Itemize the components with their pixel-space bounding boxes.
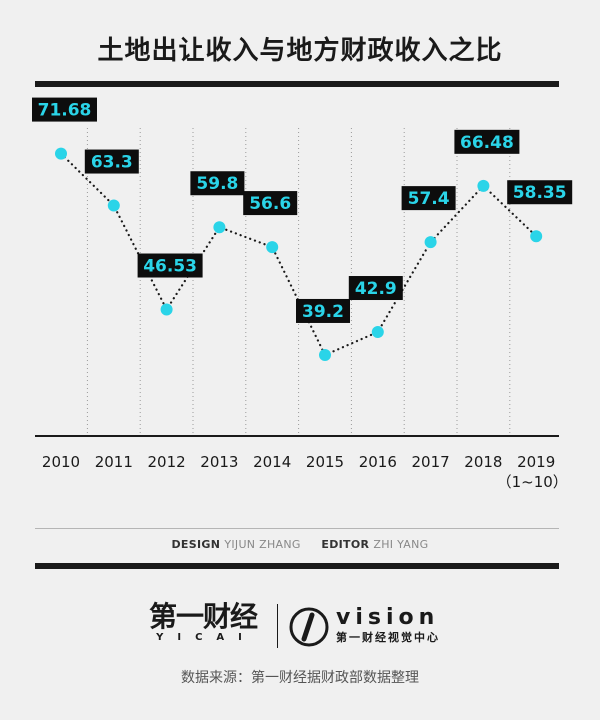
data-label: 66.48 [460, 133, 514, 153]
x-tick-label: 2016 [359, 453, 397, 471]
vision-logo-en: vision [336, 605, 440, 630]
data-label: 46.53 [143, 257, 197, 277]
x-tick-label: 2017 [412, 453, 450, 471]
data-label-box [401, 186, 456, 211]
data-point [213, 221, 226, 234]
vision-logo-cn: 第一财经视觉中心 [336, 631, 440, 644]
bottom-divider [35, 563, 559, 569]
x-tick-label: 2013 [200, 453, 238, 471]
data-label: 58.35 [513, 183, 567, 203]
data-point [371, 326, 384, 339]
data-point [530, 230, 543, 243]
data-point [424, 236, 437, 249]
data-label: 59.8 [196, 174, 238, 194]
design-label: DESIGN [171, 538, 221, 551]
yicai-logo-en: YICAI [156, 632, 256, 643]
data-point [160, 303, 173, 316]
x-tick-sublabel: （1~10） [497, 473, 568, 491]
x-tick-label: 2018 [464, 453, 502, 471]
data-label: 56.6 [249, 194, 291, 214]
data-source: 数据来源：第一财经据财政部数据整理 [181, 670, 419, 686]
x-tick-label: 2012 [148, 453, 186, 471]
data-point [319, 348, 331, 361]
data-point [477, 179, 490, 192]
x-tick-label: 2011 [95, 453, 133, 471]
data-point [266, 241, 279, 254]
data-label: 42.9 [355, 279, 397, 299]
data-label-box [190, 171, 245, 196]
x-tick-label: 2010 [42, 453, 80, 471]
editor-name: ZHI YANG [373, 538, 429, 551]
data-label-box [243, 191, 298, 216]
data-point [55, 147, 67, 160]
data-label-box [454, 129, 520, 154]
editor-label: EDITOR [321, 538, 370, 551]
design-name: YIJUN ZHANG [224, 538, 301, 551]
data-label-box [84, 149, 139, 174]
credits-divider [35, 528, 559, 529]
data-label-box [32, 97, 97, 122]
data-label-box [137, 253, 203, 278]
data-point [107, 199, 120, 212]
x-tick-label: 2015 [306, 453, 344, 471]
logo-divider [277, 604, 278, 648]
data-label-box [507, 180, 573, 205]
credits: DESIGN YIJUN ZHANG EDITOR ZHI YANG [0, 538, 600, 551]
data-label: 39.2 [302, 302, 344, 322]
data-label-box [348, 276, 403, 301]
data-label: 71.68 [38, 101, 92, 121]
vision-circle-icon [289, 607, 329, 647]
line-chart: 71.68 63.3 46.53 59.8 56.6 39.2 42.9 57.4 66.48 5… [32, 97, 573, 491]
x-tick-label: 2014 [253, 453, 291, 471]
yicai-logo-cn: 第一财经 [148, 600, 258, 633]
data-label: 63.3 [91, 153, 133, 173]
vision-logo: vision 第一财经视觉中心 [336, 606, 440, 646]
chart-title: 土地出让收入与地方财政收入之比 [97, 36, 503, 66]
yicai-logo: 第一财经 YICAI [138, 602, 268, 644]
data-label: 57.4 [408, 189, 450, 209]
data-label-box [296, 298, 350, 323]
x-tick-label: 2019 [517, 453, 555, 471]
top-divider [35, 81, 559, 87]
